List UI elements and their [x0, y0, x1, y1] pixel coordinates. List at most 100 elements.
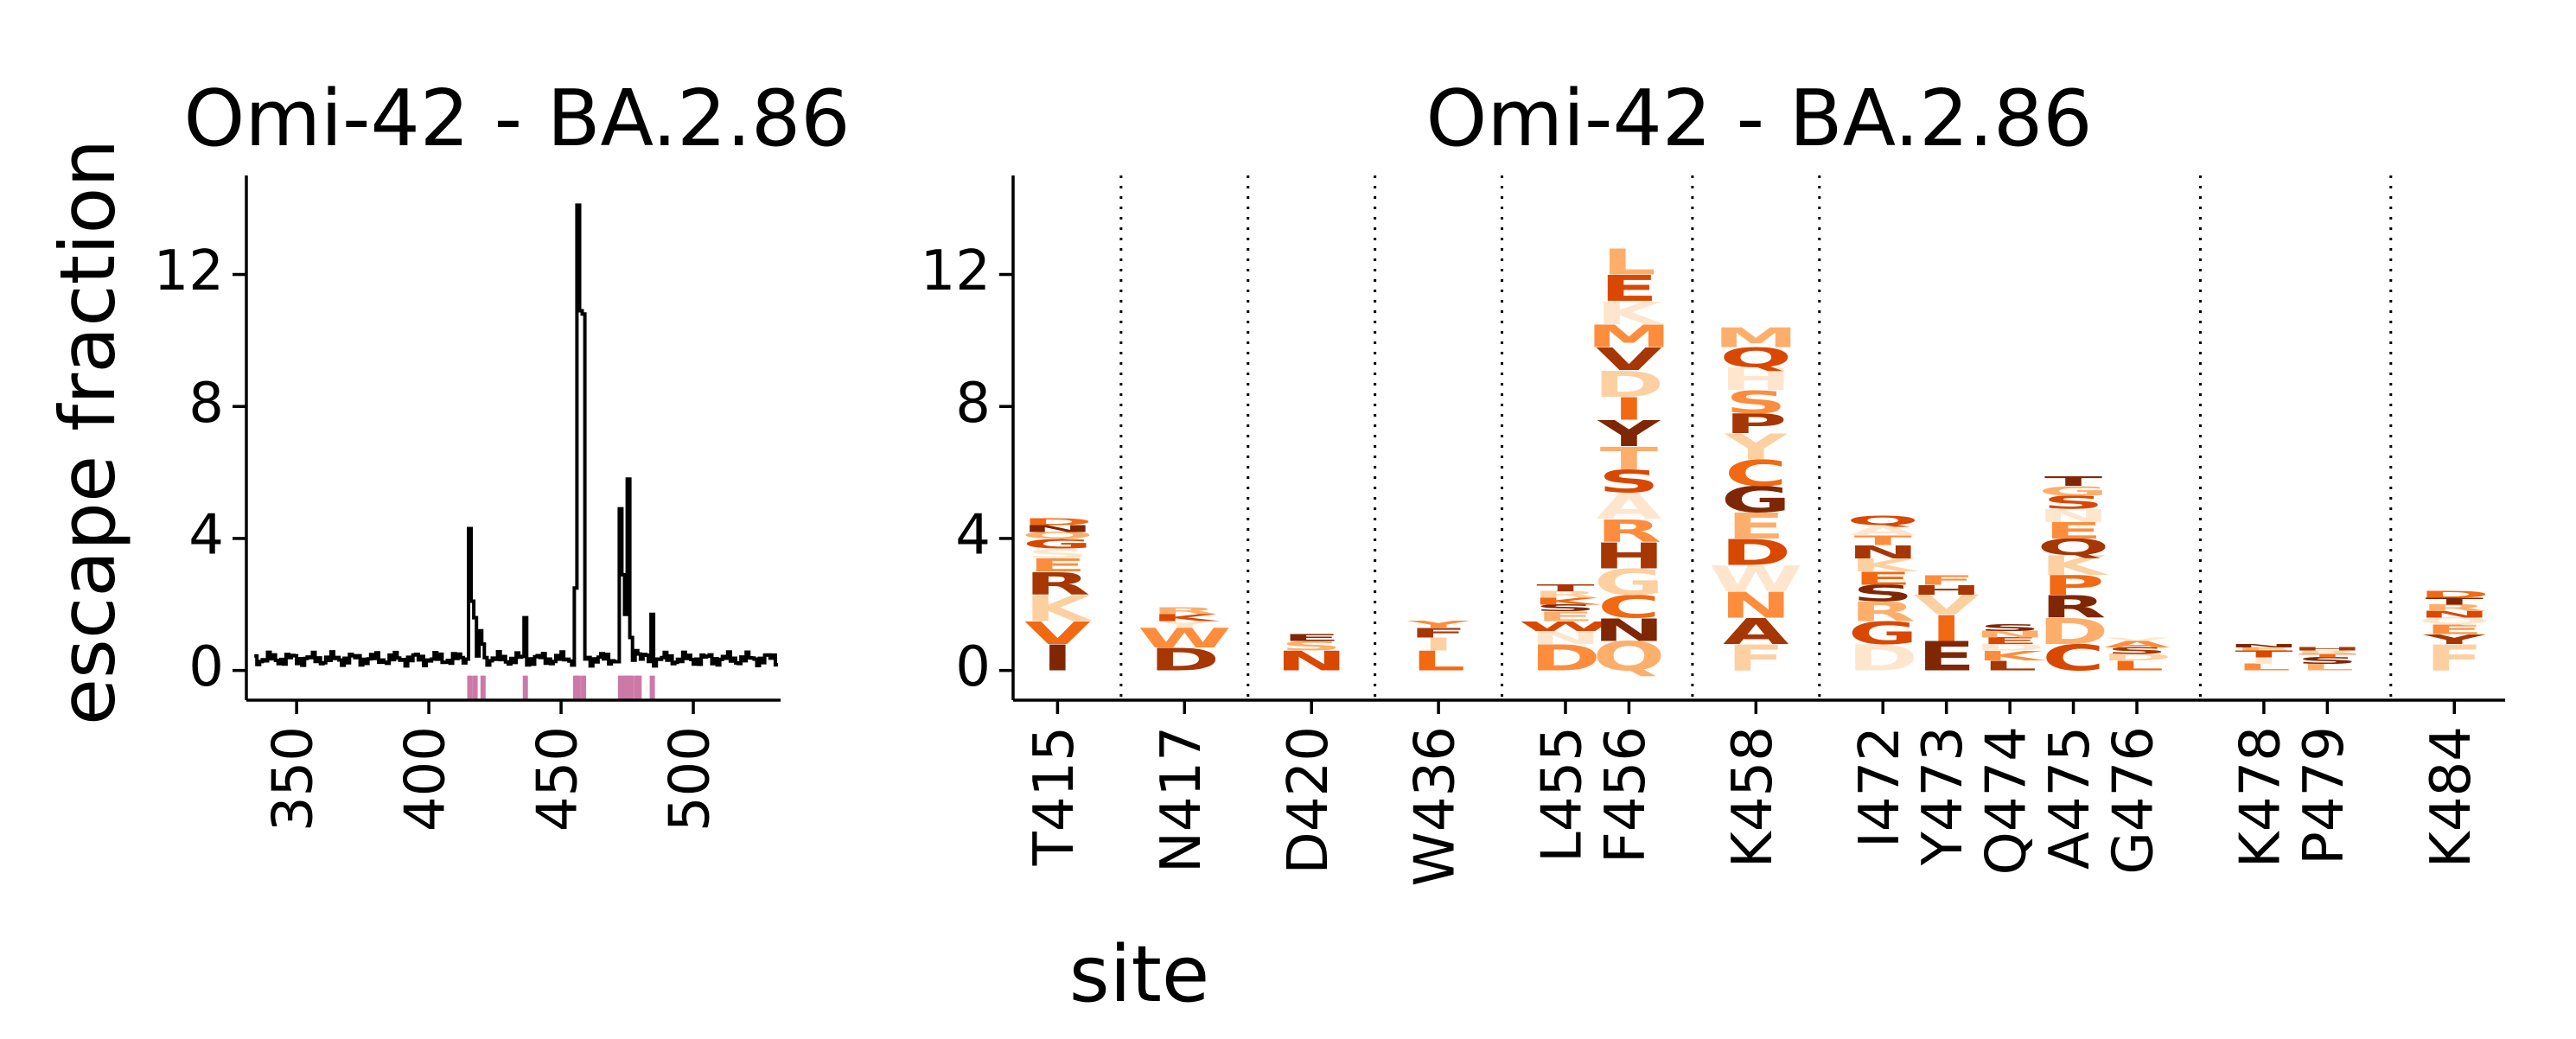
logo-letter: D — [1530, 638, 1601, 679]
logo-letter: Y — [2422, 632, 2486, 647]
logo-letter: S — [2043, 493, 2104, 513]
logo-letter: C — [2042, 638, 2104, 679]
logo-letter: P — [1725, 408, 1787, 439]
logo-letter: D — [2101, 653, 2172, 663]
logo-letter: A — [1850, 523, 1916, 539]
x-tick-label: 400 — [394, 726, 458, 832]
logo-letter: G — [2038, 483, 2108, 499]
logo-letter: R — [1533, 590, 1598, 600]
highlighted-site-mark — [636, 675, 642, 699]
logo-letter: K — [1850, 555, 1919, 576]
logo-letter: T — [1854, 532, 1912, 548]
highlighted-site-mark — [472, 675, 478, 699]
logo-letter: D — [1593, 364, 1664, 405]
highlighted-site-mark — [467, 675, 473, 699]
highlighted-site-mark — [620, 675, 626, 699]
figure-ylabel: escape fraction — [43, 139, 132, 725]
logo-letter: V — [1024, 615, 1091, 652]
logo-letter: E — [1283, 633, 1341, 643]
logo-letter: Q — [2418, 616, 2490, 627]
site-label: L455 — [1531, 726, 1595, 863]
site-label: A475 — [2038, 726, 2102, 870]
logo-letter: Q — [1719, 342, 1792, 373]
highlighted-site-mark — [634, 675, 640, 699]
logo-panel-title: Omi-42 - BA.2.86 — [1426, 73, 2093, 164]
escape-line — [254, 203, 778, 668]
x-tick-label: 500 — [659, 726, 723, 832]
logo-letter: A — [1596, 486, 1662, 527]
logo-letter: E — [2044, 518, 2102, 544]
logo-letter: K — [2040, 551, 2109, 582]
logo-letter: N — [1847, 542, 1919, 563]
logo-letter: P — [2042, 570, 2104, 602]
logo-letter: H — [2292, 647, 2363, 652]
logo-letter: G — [1848, 615, 1918, 652]
y-tick-label: 4 — [955, 504, 991, 568]
logo-letter: F — [1917, 572, 1975, 588]
logo-letter: N — [1974, 629, 2046, 640]
logo-letter: T — [2044, 473, 2102, 488]
logo-letter: K — [1151, 613, 1221, 623]
logo-panel-x-ticks: T415 N417 D420 W436 L455 F456 K458 I472 Y473 Q474… — [1023, 700, 2484, 886]
logo-letter: G — [1023, 536, 1093, 551]
logo-letter: E — [1029, 555, 1087, 576]
logo-panel-y-ticks: 0 4 8 12 — [921, 239, 1013, 699]
highlighted-site-mark — [581, 675, 587, 699]
logo-letter: K — [1024, 588, 1094, 629]
y-tick-label: 0 — [955, 635, 991, 699]
y-tick-label: 8 — [955, 372, 991, 436]
logo-letter: I — [1042, 638, 1074, 679]
logo-letter: S — [2106, 646, 2167, 656]
logo-letter: W — [1709, 558, 1803, 600]
logo-letter: T — [2235, 649, 2293, 660]
logo-letter: Q — [1593, 634, 1666, 680]
logo-letter: T — [1600, 440, 1659, 476]
logo-letter: E — [2426, 621, 2484, 637]
highlighted-site-mark — [626, 675, 632, 699]
logo-letter: K — [1596, 295, 1665, 331]
highlighted-site-mark — [575, 675, 581, 699]
logo-letter: E — [1980, 636, 2038, 647]
site-label: K478 — [2228, 726, 2292, 868]
highlighted-site-mark — [649, 675, 655, 699]
logo-letter: S — [1598, 463, 1660, 500]
logo-letter: H — [1593, 535, 1665, 577]
highlighted-site-mark — [622, 675, 628, 699]
logo-letter: Q — [1021, 530, 1094, 540]
logo-letter: Y — [1724, 426, 1788, 468]
y-tick-label: 12 — [154, 239, 224, 303]
logo-letter: Q — [2037, 534, 2110, 560]
logo-letter: E — [1727, 506, 1785, 547]
logo-letter: S — [1980, 622, 2041, 633]
highlighted-site-mark — [572, 675, 578, 699]
site-label: F456 — [1594, 726, 1658, 864]
logo-letter: T — [2426, 596, 2484, 607]
y-tick-label: 0 — [188, 635, 224, 699]
highlighted-site-mark — [628, 675, 634, 699]
highlighted-site-mark — [522, 675, 528, 699]
logo-letter: D — [2038, 611, 2109, 653]
logo-letter: Y — [1597, 413, 1661, 455]
logo-letter: R — [1024, 565, 1090, 602]
line-panel-y-ticks: 0 4 8 12 — [154, 239, 246, 699]
logo-letter: I — [1930, 608, 1962, 649]
logo-letter: F — [2426, 638, 2484, 679]
logo-letter: L — [1412, 646, 1466, 677]
logo-letter: N — [1022, 524, 1094, 534]
y-tick-label: 8 — [188, 372, 224, 436]
logo-letter: Q — [1846, 513, 1919, 528]
logo-letter: N — [2419, 609, 2490, 620]
logo-letter: D — [1847, 638, 1918, 679]
logo-letter: G — [1594, 562, 1664, 603]
logo-letter: R — [2421, 602, 2487, 613]
logo-letter: S — [1281, 638, 1342, 653]
logo-letter: W — [1138, 623, 1232, 654]
line-panel: Omi-42 - BA.2.86 0 4 8 12 350 400 450 500 — [154, 73, 851, 832]
line-panel-x-ticks: 350 400 450 500 — [262, 700, 723, 832]
logo-letter: D — [1022, 517, 1093, 527]
logo-letter: L — [1602, 241, 1656, 283]
site-separators — [1119, 175, 2393, 700]
logo-letter: F — [1409, 625, 1467, 641]
logo-letter: Y — [1406, 619, 1471, 629]
